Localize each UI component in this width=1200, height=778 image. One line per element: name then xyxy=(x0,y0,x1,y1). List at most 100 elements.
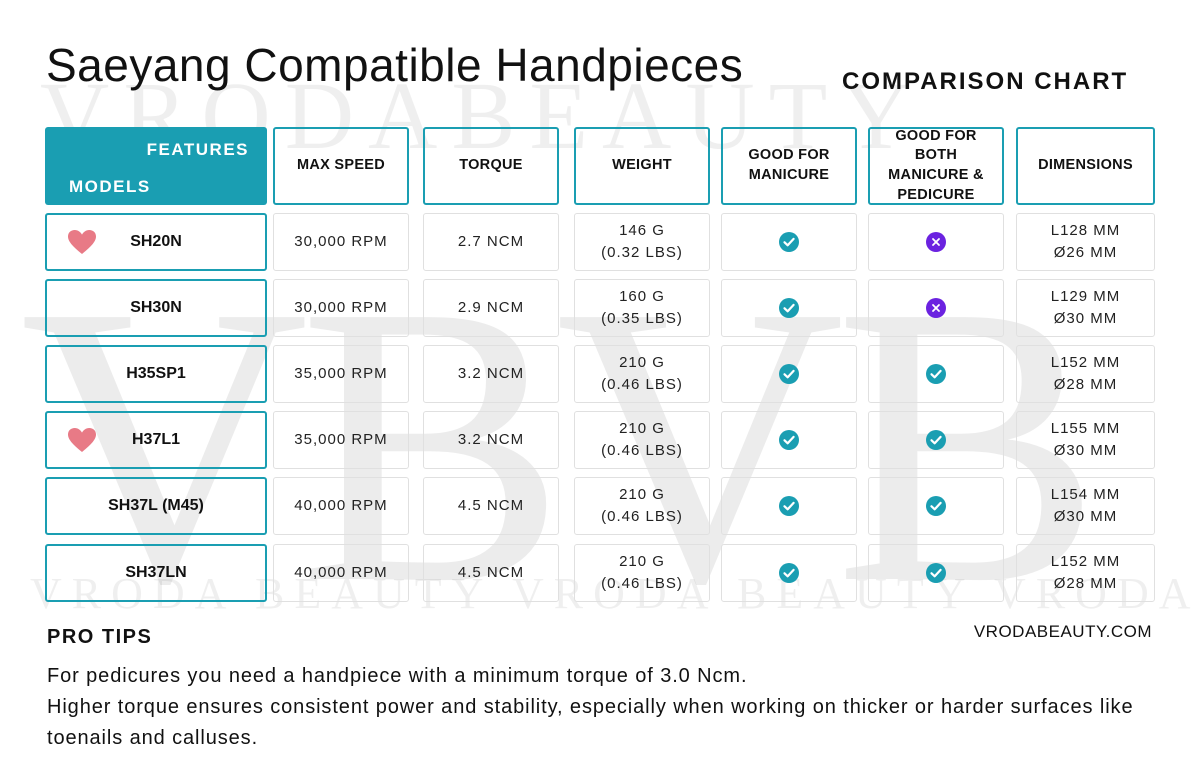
torque-cell: 3.2 NCM xyxy=(423,411,559,469)
model-cell: SH37L (M45) xyxy=(45,477,267,535)
weight-cell: 146 G (0.32 LBS) xyxy=(574,213,710,271)
cross-icon xyxy=(926,298,946,318)
weight-cell: 210 G (0.46 LBS) xyxy=(574,477,710,535)
torque-value: 3.2 NCM xyxy=(457,365,525,383)
max-speed-cell: 40,000 RPM xyxy=(273,544,409,602)
dimension-length: L152 MM xyxy=(1050,553,1121,571)
dimension-diameter: Ø28 MM xyxy=(1053,575,1118,592)
dimension-values: L152 MM Ø28 MM xyxy=(1051,551,1121,595)
pro-tip-line: For pedicures you need a handpiece with … xyxy=(47,665,748,687)
dimension-diameter: Ø30 MM xyxy=(1053,508,1118,525)
manicure-pedicure-cell xyxy=(868,213,1004,271)
dimension-values: L154 MM Ø30 MM xyxy=(1051,484,1121,528)
pro-tips-text: For pedicures you need a handpiece with … xyxy=(47,661,1167,754)
weight-grams: 146 G xyxy=(619,222,665,240)
dimensions-cell: L154 MM Ø30 MM xyxy=(1016,477,1155,535)
check-icon xyxy=(779,232,799,252)
torque-cell: 2.9 NCM xyxy=(423,279,559,337)
manicure-pedicure-cell xyxy=(868,477,1004,535)
model-name: SH20N xyxy=(130,233,182,250)
column-header: GOOD FOR MANICURE xyxy=(721,127,857,205)
check-icon xyxy=(926,364,946,384)
manicure-cell xyxy=(721,345,857,403)
dimension-length: L154 MM xyxy=(1050,486,1121,504)
max-speed-cell: 40,000 RPM xyxy=(273,477,409,535)
cross-icon xyxy=(926,232,946,252)
check-icon xyxy=(779,298,799,318)
dimension-values: L128 MM Ø26 MM xyxy=(1051,220,1121,264)
manicure-pedicure-cell xyxy=(868,345,1004,403)
dimensions-cell: L129 MM Ø30 MM xyxy=(1016,279,1155,337)
website-url: VRODABEAUTY.COM xyxy=(973,622,1152,641)
pro-tips-heading: PRO TIPS xyxy=(47,626,153,648)
dimension-length: L129 MM xyxy=(1050,288,1121,306)
weight-grams: 210 G xyxy=(619,420,665,438)
dimension-length: L128 MM xyxy=(1050,222,1121,240)
check-icon xyxy=(779,563,799,583)
weight-grams: 210 G xyxy=(619,553,665,571)
dimension-diameter: Ø30 MM xyxy=(1053,442,1118,459)
weight-cell: 210 G (0.46 LBS) xyxy=(574,544,710,602)
manicure-cell xyxy=(721,477,857,535)
dimension-values: L152 MM Ø28 MM xyxy=(1051,352,1121,396)
manicure-cell xyxy=(721,411,857,469)
pro-tip-line: Higher torque ensures consistent power a… xyxy=(47,696,1134,749)
max-speed-cell: 30,000 RPM xyxy=(273,213,409,271)
manicure-cell xyxy=(721,279,857,337)
max-speed-cell: 35,000 RPM xyxy=(273,411,409,469)
max-speed-value: 35,000 RPM xyxy=(294,365,388,383)
torque-cell: 4.5 NCM xyxy=(423,477,559,535)
weight-grams: 160 G xyxy=(619,288,665,306)
weight-cell: 210 G (0.46 LBS) xyxy=(574,345,710,403)
model-name: H35SP1 xyxy=(126,365,186,382)
torque-value: 2.7 NCM xyxy=(457,233,525,251)
model-cell: H37L1 xyxy=(45,411,267,469)
max-speed-value: 40,000 RPM xyxy=(294,564,388,582)
weight-grams: 210 G xyxy=(619,486,665,504)
dimension-diameter: Ø26 MM xyxy=(1053,244,1118,261)
model-name: SH30N xyxy=(130,299,182,316)
manicure-cell xyxy=(721,213,857,271)
model-cell: SH30N xyxy=(45,279,267,337)
manicure-pedicure-cell xyxy=(868,411,1004,469)
column-header: GOOD FOR BOTH MANICURE & PEDICURE xyxy=(868,127,1004,205)
torque-value: 2.9 NCM xyxy=(457,299,525,317)
manicure-cell xyxy=(721,544,857,602)
column-header: DIMENSIONS xyxy=(1016,127,1155,205)
model-cell: H35SP1 xyxy=(45,345,267,403)
features-label: FEATURES xyxy=(146,140,249,159)
check-icon xyxy=(779,496,799,516)
check-icon xyxy=(779,430,799,450)
weight-lbs: (0.46 LBS) xyxy=(601,442,683,459)
weight-values: 210 G (0.46 LBS) xyxy=(601,352,683,396)
weight-values: 160 G (0.35 LBS) xyxy=(601,286,683,330)
column-header: MAX SPEED xyxy=(273,127,409,205)
weight-values: 210 G (0.46 LBS) xyxy=(601,551,683,595)
features-models-header: FEATURES MODELS xyxy=(45,127,267,205)
column-header: TORQUE xyxy=(423,127,559,205)
manicure-pedicure-cell xyxy=(868,544,1004,602)
weight-lbs: (0.46 LBS) xyxy=(601,376,683,393)
check-icon xyxy=(926,563,946,583)
dimension-values: L129 MM Ø30 MM xyxy=(1051,286,1121,330)
max-speed-value: 35,000 RPM xyxy=(294,431,388,449)
torque-value: 4.5 NCM xyxy=(457,564,525,582)
torque-cell: 2.7 NCM xyxy=(423,213,559,271)
dimensions-cell: L155 MM Ø30 MM xyxy=(1016,411,1155,469)
column-header: WEIGHT xyxy=(574,127,710,205)
model-name: SH37LN xyxy=(125,564,187,581)
model-cell: SH37LN xyxy=(45,544,267,602)
models-label: MODELS xyxy=(69,177,151,197)
dimension-diameter: Ø30 MM xyxy=(1053,310,1118,327)
model-cell: SH20N xyxy=(45,213,267,271)
torque-cell: 4.5 NCM xyxy=(423,544,559,602)
heart-icon xyxy=(68,428,96,452)
max-speed-cell: 30,000 RPM xyxy=(273,279,409,337)
model-name: SH37L (M45) xyxy=(108,497,204,514)
heart-icon xyxy=(68,230,96,254)
dimension-length: L152 MM xyxy=(1050,354,1121,372)
page-title: Saeyang Compatible Handpieces xyxy=(46,39,744,91)
max-speed-value: 30,000 RPM xyxy=(294,299,388,317)
torque-value: 4.5 NCM xyxy=(457,497,525,515)
model-name: H37L1 xyxy=(131,431,181,448)
